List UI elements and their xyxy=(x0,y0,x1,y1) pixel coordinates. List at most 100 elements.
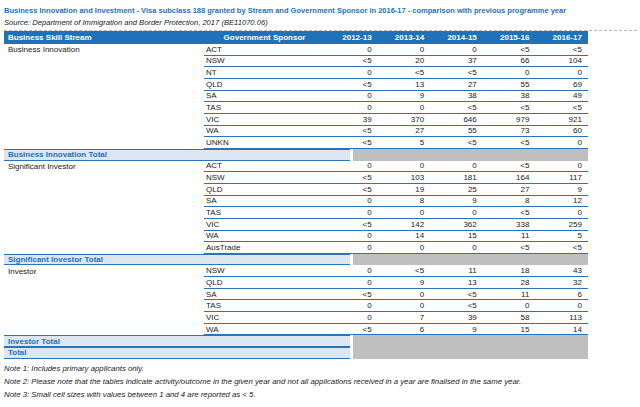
value-cell: 8 xyxy=(483,196,536,208)
value-cell: <5 xyxy=(483,161,536,173)
table-row: VIC39370646979921 xyxy=(4,114,588,126)
value-cell: <5 xyxy=(535,242,588,254)
value-cell: 12 xyxy=(535,196,588,208)
value-cell: 69 xyxy=(535,79,588,91)
value-cell: 103 xyxy=(378,172,431,184)
stream-cell xyxy=(4,312,204,324)
value-cell: 28 xyxy=(483,277,536,289)
value-cell: <5 xyxy=(430,289,483,301)
sponsor-cell: QLD xyxy=(204,79,325,91)
value-cell: 0 xyxy=(325,67,378,79)
note-2: Note 2: Please note that the tables indi… xyxy=(4,375,640,388)
value-cell: 38 xyxy=(430,91,483,103)
value-cell: 39 xyxy=(325,114,378,126)
value-cell: 58 xyxy=(483,312,536,324)
table-row: VIC073958113 xyxy=(4,312,588,324)
sponsor-cell: NT xyxy=(204,67,325,79)
stream-cell: Significant Investor xyxy=(4,161,204,173)
value-cell: 9 xyxy=(378,91,431,103)
table-row: NSW<5203766104 xyxy=(4,56,588,68)
total-label: Business Innovation Total xyxy=(4,149,350,161)
sponsor-cell: NSW xyxy=(204,56,325,68)
data-table: Business Skill Stream Government Sponsor… xyxy=(4,31,588,359)
value-cell: 0 xyxy=(325,312,378,324)
value-cell: 0 xyxy=(325,44,378,56)
stream-cell xyxy=(4,184,204,196)
header-year-2012-13: 2012-13 xyxy=(325,33,378,42)
stream-cell xyxy=(4,277,204,289)
value-cell: 0 xyxy=(325,277,378,289)
value-cell: 32 xyxy=(535,277,588,289)
value-cell: 8 xyxy=(378,196,431,208)
sponsor-cell: WA xyxy=(204,126,325,138)
table-row: QLD<51925279 xyxy=(4,184,588,196)
stream-cell xyxy=(4,56,204,68)
sponsor-cell: TAS xyxy=(204,207,325,219)
value-cell: <5 xyxy=(325,172,378,184)
value-cell: 181 xyxy=(430,172,483,184)
table-row: TAS000<50 xyxy=(4,207,588,219)
stream-cell xyxy=(4,242,204,254)
value-cell: 0 xyxy=(378,300,431,312)
value-cell: <5 xyxy=(535,44,588,56)
grand-total-row: Total xyxy=(4,347,588,359)
value-cell: 0 xyxy=(535,207,588,219)
table-row: NT0<5<500 xyxy=(4,67,588,79)
sponsor-cell: WA xyxy=(204,231,325,243)
source-line: Source: Department of Immigration and Bo… xyxy=(4,17,640,29)
value-cell: 39 xyxy=(430,312,483,324)
sponsor-cell: VIC xyxy=(204,312,325,324)
value-cell: 0 xyxy=(430,44,483,56)
value-cell: 0 xyxy=(325,231,378,243)
value-cell: 5 xyxy=(535,231,588,243)
value-cell: 0 xyxy=(378,44,431,56)
value-cell: 5 xyxy=(378,137,431,149)
value-cell: 6 xyxy=(378,324,431,336)
value-cell: <5 xyxy=(325,56,378,68)
value-cell: <5 xyxy=(430,67,483,79)
value-cell: 0 xyxy=(325,242,378,254)
report-page: Business Innovation and Investment - Vis… xyxy=(0,0,640,401)
header-year-2016-17: 2016-17 xyxy=(535,33,588,42)
stream-cell: Investor xyxy=(4,265,204,277)
sponsor-cell: QLD xyxy=(204,184,325,196)
value-cell: 259 xyxy=(535,219,588,231)
note-1: Note 1: Includes primary applicants only… xyxy=(4,362,640,375)
value-cell: 13 xyxy=(378,79,431,91)
value-cell: 142 xyxy=(378,219,431,231)
stream-cell xyxy=(4,79,204,91)
value-cell: 27 xyxy=(483,184,536,196)
value-cell: <5 xyxy=(430,137,483,149)
total-gray-block xyxy=(353,335,588,347)
value-cell: 27 xyxy=(378,126,431,138)
value-cell: 370 xyxy=(378,114,431,126)
value-cell: <5 xyxy=(378,265,431,277)
value-cell: 43 xyxy=(535,265,588,277)
value-cell: 20 xyxy=(378,56,431,68)
stream-total-row: Investor Total xyxy=(4,335,588,347)
table-row: WA<527557360 xyxy=(4,126,588,138)
value-cell: 14 xyxy=(378,231,431,243)
value-cell: 14 xyxy=(535,324,588,336)
value-cell: <5 xyxy=(325,126,378,138)
stream-cell: Business Innovation xyxy=(4,44,204,56)
value-cell: 0 xyxy=(325,265,378,277)
stream-cell xyxy=(4,126,204,138)
total-label: Investor Total xyxy=(4,335,350,347)
value-cell: 18 xyxy=(483,265,536,277)
sponsor-cell: ACT xyxy=(204,44,325,56)
value-cell: 104 xyxy=(535,56,588,68)
stream-cell xyxy=(4,91,204,103)
header-year-2013-14: 2013-14 xyxy=(378,33,431,42)
table-row: UNKN<55<5<50 xyxy=(4,137,588,149)
value-cell: 0 xyxy=(430,207,483,219)
value-cell: 113 xyxy=(535,312,588,324)
value-cell: 0 xyxy=(325,102,378,114)
value-cell: 0 xyxy=(430,242,483,254)
value-cell: 73 xyxy=(483,126,536,138)
value-cell: <5 xyxy=(325,219,378,231)
value-cell: 49 xyxy=(535,91,588,103)
value-cell: 0 xyxy=(378,242,431,254)
stream-total-row: Significant Investor Total xyxy=(4,254,588,266)
sponsor-cell: NSW xyxy=(204,265,325,277)
